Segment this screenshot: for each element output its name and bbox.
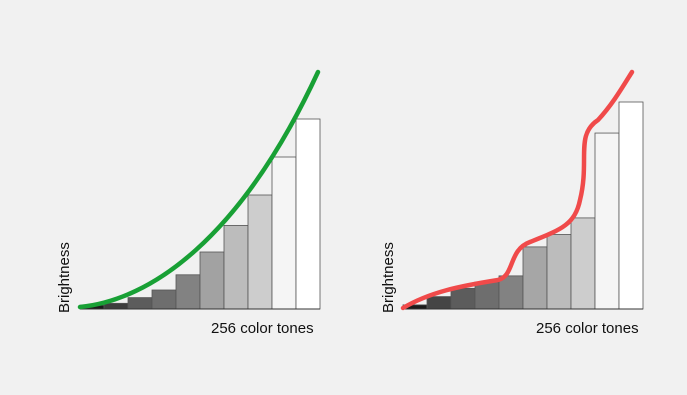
left-tone-curve	[77, 69, 321, 310]
right-tone-bar	[474, 281, 500, 310]
left-tone-bar	[175, 274, 201, 310]
right-tone-bar	[594, 132, 620, 310]
left-tone-bar	[127, 297, 153, 310]
right-tone-curve	[400, 69, 635, 311]
right-tone-bar	[618, 101, 644, 310]
left-tone-bar	[295, 118, 321, 310]
right-tone-bar	[450, 287, 476, 310]
left-tone-bar	[151, 289, 177, 310]
right-tone-bar	[498, 275, 524, 310]
left-tone-bar	[199, 251, 225, 310]
left-tone-bar	[271, 156, 297, 310]
right-y-axis-label: Brightness	[380, 242, 397, 313]
left-tone-bar	[247, 194, 273, 310]
left-tone-bar	[223, 224, 249, 310]
right-tone-bar	[426, 296, 452, 310]
left-y-axis-label: Brightness	[56, 242, 73, 313]
right-tone-bar	[546, 234, 572, 310]
left-panel	[77, 69, 321, 310]
left-x-axis-label: 256 color tones	[211, 320, 314, 337]
right-tone-bar	[522, 246, 548, 310]
right-tone-bar	[570, 217, 596, 310]
right-x-axis-label: 256 color tones	[536, 320, 639, 337]
right-panel	[400, 69, 644, 311]
left-tone-bar	[103, 302, 129, 310]
